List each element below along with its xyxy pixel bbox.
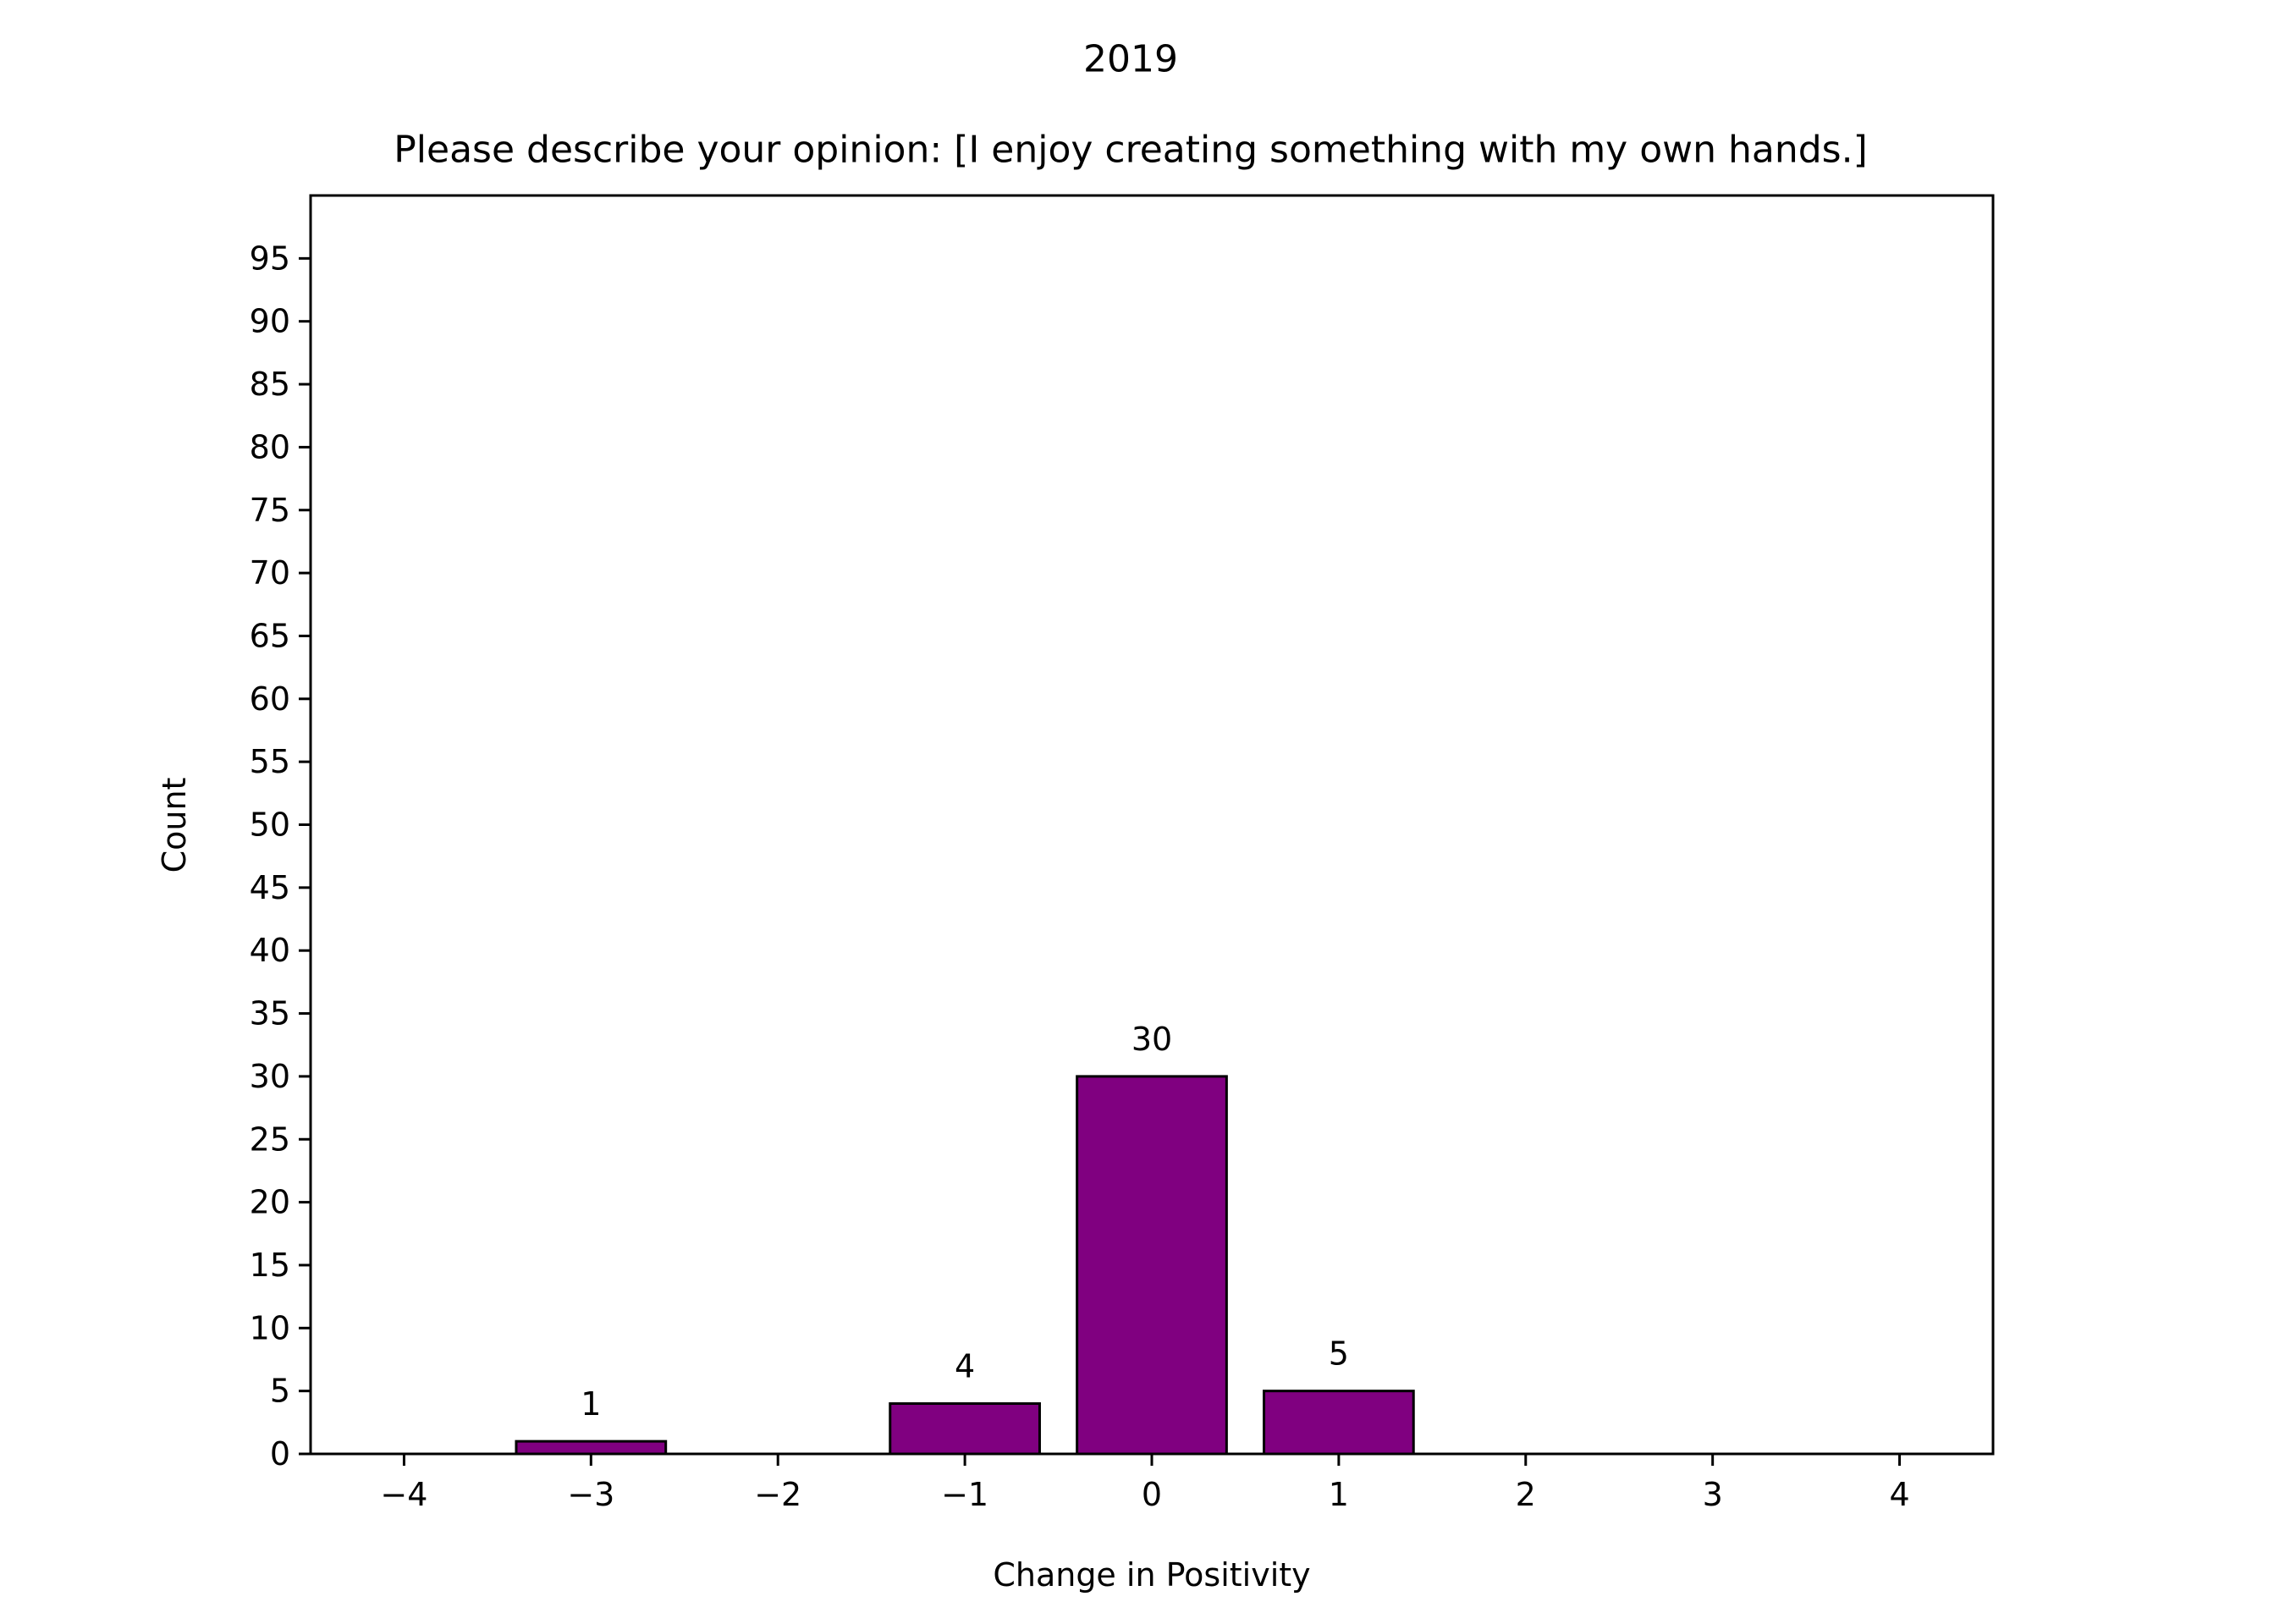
y-tick-label: 5 xyxy=(270,1373,290,1410)
y-tick-label: 15 xyxy=(250,1247,290,1284)
y-tick-label: 0 xyxy=(270,1435,290,1473)
x-tick-label: −4 xyxy=(380,1476,427,1513)
bar xyxy=(889,1402,1041,1456)
y-tick-label: 55 xyxy=(250,743,290,780)
bar-value-label: 30 xyxy=(1131,1021,1172,1058)
x-axis-label: Change in Positivity xyxy=(993,1556,1310,1594)
y-tick-label: 25 xyxy=(250,1120,290,1158)
bar-value-label: 5 xyxy=(1329,1335,1349,1373)
y-tick-label: 50 xyxy=(250,806,290,844)
bar xyxy=(1263,1390,1415,1456)
x-tick-label: −1 xyxy=(941,1476,988,1513)
y-tick-label: 70 xyxy=(250,554,290,592)
bars-group xyxy=(515,1075,1415,1456)
y-axis-label: Count xyxy=(156,778,193,873)
bar xyxy=(1076,1075,1228,1456)
y-tick-label: 45 xyxy=(250,869,290,906)
bar-labels-group: 1 4 30 5 xyxy=(581,1021,1349,1423)
x-axis-ticks: −4 −3 −2 −1 0 1 2 3 4 xyxy=(380,1454,1910,1513)
y-tick-label: 90 xyxy=(250,303,290,340)
y-tick-label: 20 xyxy=(250,1184,290,1221)
y-tick-label: 40 xyxy=(250,932,290,969)
x-tick-label: −3 xyxy=(567,1476,614,1513)
y-axis-ticks: 0 5 10 15 20 25 30 35 40 45 50 55 60 65 70 75 80 85 90 95 xyxy=(250,239,311,1473)
x-tick-label: 2 xyxy=(1516,1476,1536,1513)
x-tick-label: 4 xyxy=(1889,1476,1909,1513)
y-tick-label: 30 xyxy=(250,1058,290,1095)
x-tick-label: 0 xyxy=(1142,1476,1162,1513)
y-tick-label: 75 xyxy=(250,492,290,529)
y-tick-label: 10 xyxy=(250,1309,290,1346)
y-tick-label: 65 xyxy=(250,617,290,654)
y-tick-label: 85 xyxy=(250,366,290,403)
plot-area-frame xyxy=(309,194,1995,1456)
y-tick-label: 80 xyxy=(250,428,290,465)
bar xyxy=(515,1440,668,1456)
x-tick-label: −2 xyxy=(754,1476,801,1513)
x-tick-label: 1 xyxy=(1329,1476,1349,1513)
y-tick-label: 35 xyxy=(250,995,290,1032)
bar-value-label: 1 xyxy=(581,1385,601,1423)
chart-title: Please describe your opinion: [I enjoy c… xyxy=(394,129,1867,172)
x-tick-label: 3 xyxy=(1703,1476,1723,1513)
bar-value-label: 4 xyxy=(955,1348,975,1385)
chart-suptitle: 2019 xyxy=(1083,38,1178,81)
y-tick-label: 60 xyxy=(250,680,290,718)
y-tick-label: 95 xyxy=(250,239,290,277)
